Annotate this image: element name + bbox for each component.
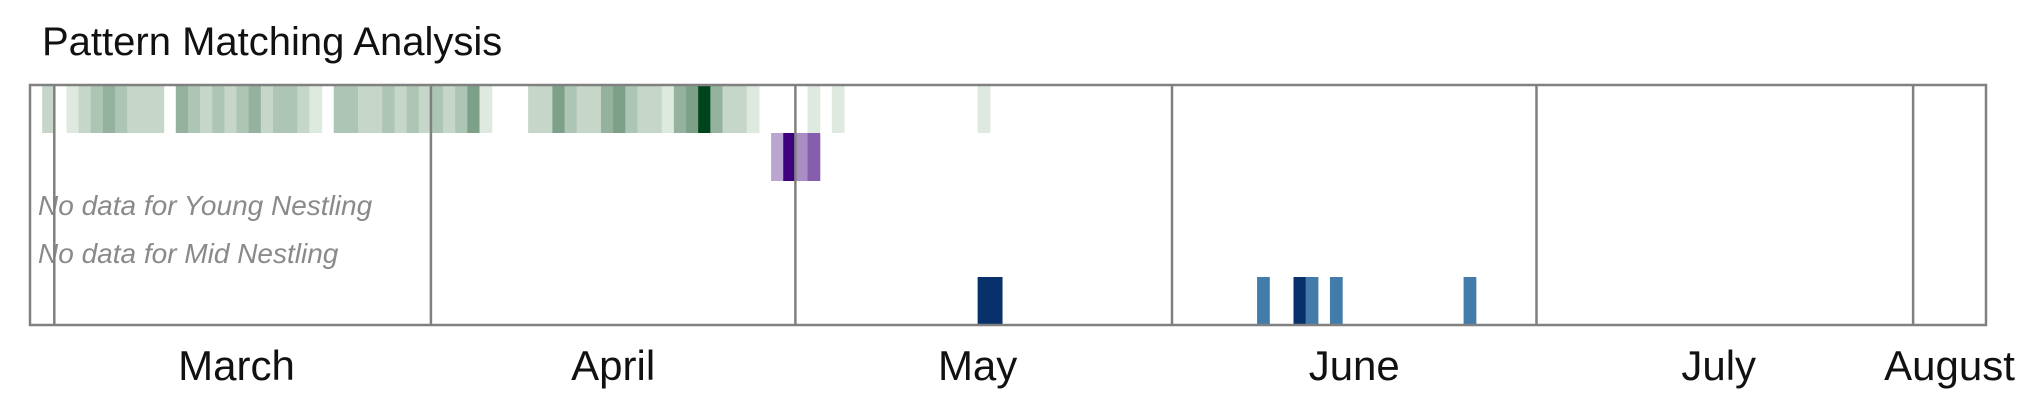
- heatmap-cell: [686, 85, 699, 133]
- heatmap-cell: [771, 133, 784, 181]
- heatmap-cell: [115, 85, 128, 133]
- month-label: April: [571, 342, 655, 389]
- heatmap-cell: [831, 85, 845, 133]
- heatmap-cell: [66, 85, 80, 133]
- heatmap-cell: [443, 85, 456, 133]
- heatmap-cell: [200, 85, 213, 133]
- heatmap-cell: [649, 85, 663, 133]
- heatmap-cell: [795, 133, 809, 181]
- heatmap-cell: [42, 85, 55, 133]
- heatmap-cell: [783, 133, 796, 181]
- heatmap-cell: [625, 85, 639, 133]
- heatmap-cell: [224, 85, 238, 133]
- heatmap-cell: [977, 85, 991, 133]
- heatmap-cell: [127, 85, 140, 133]
- heatmap-cell: [260, 85, 274, 133]
- heatmap-cell: [248, 85, 262, 133]
- heatmap-cell: [734, 85, 748, 133]
- heatmap-cell: [1257, 277, 1270, 325]
- heatmap-cell: [989, 277, 1003, 325]
- heatmap-cell: [78, 85, 92, 133]
- heatmap-cell: [1463, 277, 1477, 325]
- heatmap-cell: [613, 85, 626, 133]
- heatmap-cell: [455, 85, 468, 133]
- heatmap-cell: [394, 85, 408, 133]
- heatmap-cell: [576, 85, 590, 133]
- heatmap-cell: [807, 133, 821, 181]
- heatmap-cell: [406, 85, 420, 133]
- heatmap-cell: [358, 85, 371, 133]
- heatmap-cell: [175, 85, 189, 133]
- heatmap-cell: [90, 85, 104, 133]
- heatmap-cell: [722, 85, 736, 133]
- heatmap-cell: [272, 85, 286, 133]
- heatmap-cell: [661, 85, 675, 133]
- month-label: June: [1309, 342, 1400, 389]
- heatmap-cell: [710, 85, 724, 133]
- heatmap-cell: [309, 85, 323, 133]
- heatmap-cell: [698, 85, 711, 133]
- chart-title: Pattern Matching Analysis: [42, 20, 503, 64]
- plot-frame: [28, 83, 1988, 327]
- month-labels: March April May June July August: [178, 342, 2015, 389]
- heatmap-cell: [977, 277, 991, 325]
- month-label: May: [938, 342, 1017, 389]
- heatmap-cell: [673, 85, 687, 133]
- heatmap-cell: [552, 85, 566, 133]
- heatmap-cell: [479, 85, 493, 133]
- heatmap-cell: [588, 85, 602, 133]
- heatmap-cell: [528, 85, 541, 133]
- heatmap-cell: [601, 85, 614, 133]
- heatmap-cell: [139, 85, 153, 133]
- heatmap-cell: [297, 85, 311, 133]
- heatmap-cell: [151, 85, 165, 133]
- heatmap-cell: [807, 85, 821, 133]
- heatmap-cell: [102, 85, 116, 133]
- month-label: March: [178, 342, 295, 389]
- heatmap-cell: [418, 85, 432, 133]
- heatmap-cell: [1329, 277, 1343, 325]
- heatmap-cell: [540, 85, 554, 133]
- heatmap-cell: [212, 85, 225, 133]
- heatmap-cell: [333, 85, 347, 133]
- heatmap-cell: [382, 85, 396, 133]
- month-label: August: [1884, 342, 2015, 389]
- heatmap-cell: [637, 85, 651, 133]
- heatmap-cell: [370, 85, 383, 133]
- heatmap-cell: [467, 85, 481, 133]
- heatmap-cell: [236, 85, 250, 133]
- heatmap-cell: [746, 85, 760, 133]
- heatmap-cell: [187, 85, 201, 133]
- heatmap-cell: [1293, 277, 1307, 325]
- heatmap-cell: [430, 85, 444, 133]
- heatmap-cell: [285, 85, 298, 133]
- heatmap-cell: [345, 85, 359, 133]
- empty-row-label: No data for Young Nestling: [38, 190, 373, 221]
- month-gridlines: [53, 85, 1915, 325]
- cells-layer: [42, 85, 1477, 325]
- month-label: July: [1681, 342, 1756, 389]
- empty-row-labels: No data for Young Nestling No data for Mi…: [38, 190, 373, 269]
- heatmap-cell: [1305, 277, 1319, 325]
- empty-row-label: No data for Mid Nestling: [38, 238, 339, 269]
- heatmap-cell: [564, 85, 578, 133]
